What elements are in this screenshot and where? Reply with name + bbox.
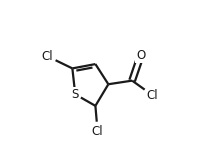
Text: Cl: Cl — [147, 89, 158, 102]
Text: O: O — [136, 49, 145, 62]
Text: Cl: Cl — [41, 50, 53, 63]
Text: Cl: Cl — [92, 125, 103, 138]
Text: S: S — [71, 88, 79, 101]
